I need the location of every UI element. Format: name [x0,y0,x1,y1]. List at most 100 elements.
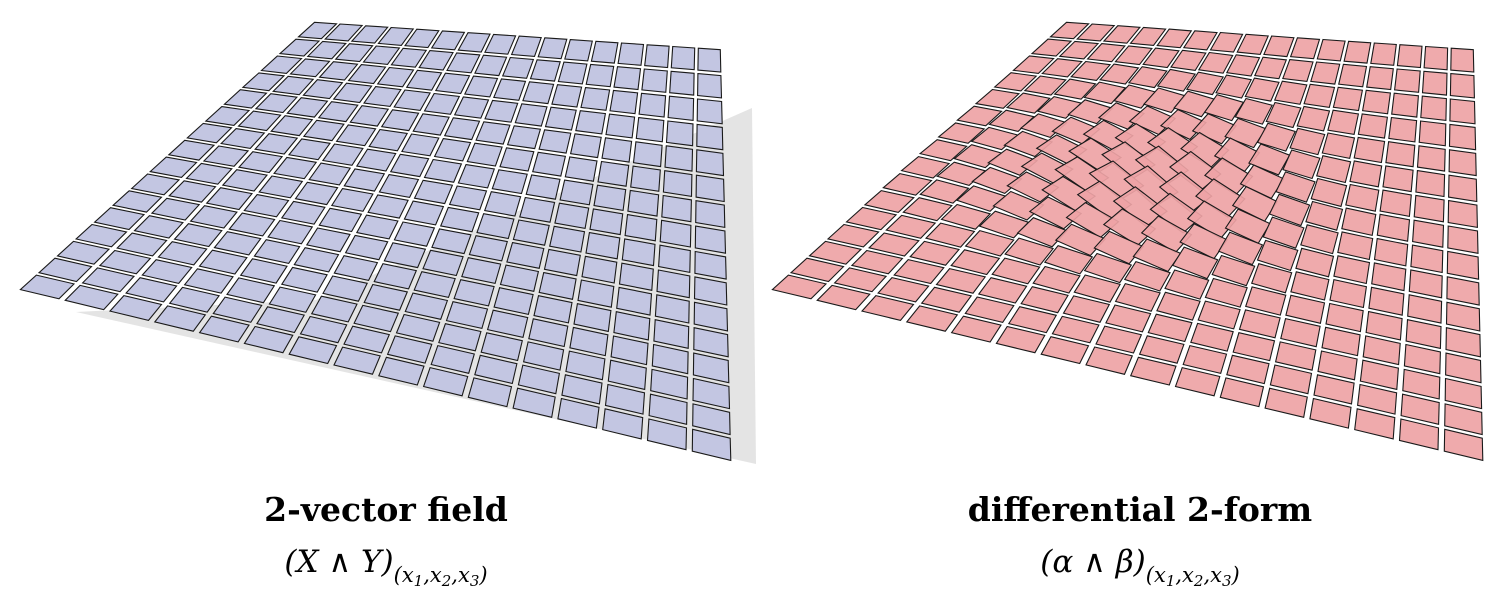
vector-field-tile [506,241,545,269]
differential-form-tile [1197,51,1234,74]
vector-field-tile [650,368,689,400]
vector-field-tile [344,234,389,261]
differential-form-tile [1007,306,1058,334]
differential-form-tile [1053,78,1097,100]
vector-field-tile [198,315,250,343]
differential-form-tile [808,240,863,265]
differential-form-tile [1423,45,1449,71]
differential-form-tile [1412,219,1445,248]
vector-field-tile [438,323,482,352]
vector-field-tile [258,175,304,199]
differential-form-tile [1361,89,1392,115]
differential-form-tile [1443,428,1484,462]
differential-form-tile [1273,80,1308,105]
vector-field-tile [549,225,586,253]
differential-form-tile [1204,277,1248,308]
vector-field-tile [185,162,233,185]
vector-field-tile [544,106,577,131]
vector-field-tile [318,207,363,233]
vector-field-tile [183,268,234,294]
vector-field-tile [466,142,503,167]
differential-form-tile [1164,269,1210,300]
differential-form-tile [1337,231,1374,261]
vector-field-tile [322,275,369,302]
vector-field-tile [468,235,508,262]
vector-field-tile [423,92,461,115]
differential-form-tile [1449,98,1476,125]
differential-form-tile [1182,30,1218,51]
differential-form-tile [1083,81,1127,105]
vector-field-tile [278,38,321,57]
differential-form-tile [1083,252,1133,284]
differential-form-tile [1114,282,1161,312]
vector-field-tile [287,138,331,161]
vector-field-tile [168,180,217,203]
differential-form-tile [964,296,1015,324]
differential-form-tile [1086,43,1126,63]
vector-field-tile [491,169,528,195]
vector-field-tile [538,271,577,300]
vector-field-tile [333,255,379,282]
vector-field-tile [662,170,693,198]
vector-field-tile [644,44,670,69]
differential-form-tile [900,156,951,179]
vector-field-tile [613,66,642,91]
vector-field-tile [646,418,688,451]
vector-field-tile [641,68,668,93]
differential-form-tile [993,72,1038,92]
differential-form-formula: (α ∧ β)(x1,x2,x3) [1040,544,1240,590]
vector-field-tile [378,173,420,199]
differential-form-tile [1156,291,1201,321]
differential-form-tile [1289,127,1326,156]
vector-field-tile [499,264,540,292]
differential-form-tile [924,222,976,248]
vector-field-tile [343,325,391,354]
differential-form-tile [850,249,904,275]
differential-form-tile [1203,94,1245,122]
vector-field-tile [467,377,513,408]
vector-field-tile [602,408,644,440]
vector-field-tile [353,304,400,333]
vector-field-tile [390,47,428,68]
differential-form-tile [992,190,1045,221]
vector-field-tile [605,113,636,139]
vector-field-tile [691,428,732,462]
differential-form-tile [977,277,1028,304]
vector-field-tile [656,269,691,299]
vector-field-tile [93,207,146,231]
differential-form-tile [1371,262,1407,292]
vector-field-tile [297,21,338,40]
vector-field-tile [286,97,329,118]
vector-field-tile [543,248,581,277]
vector-field-tile [413,271,456,299]
vector-field-tile [270,115,314,137]
differential-form-tile [1215,74,1253,99]
vector-field-tile [528,318,569,348]
differential-form-tile [1256,122,1296,152]
vector-field-tile [355,148,397,172]
vector-field-tile [431,228,472,255]
vector-field-tile [694,250,727,280]
differential-form-tile [1005,92,1051,114]
differential-form-tile [978,210,1030,239]
vector-field-tile [289,58,331,78]
vector-field-title: 2-vector field [264,490,508,529]
vector-field-tile [434,72,471,95]
differential-form-tile [1310,177,1348,208]
vector-field-tile [585,63,615,88]
vector-field-tile [486,309,529,339]
vector-field-tile [630,165,661,192]
differential-form-tile [920,286,973,313]
differential-form-tile [1173,90,1216,118]
differential-form-tile [1030,38,1073,57]
differential-form-tile [1289,37,1321,60]
differential-form-tile [1349,160,1383,188]
differential-form-tile [1263,35,1295,58]
vector-field-tile [499,147,535,172]
vector-field-tile [310,295,358,323]
differential-form-tile [1020,286,1069,314]
vector-field-tile [659,219,692,248]
differential-form-tile [1049,21,1090,40]
differential-form-tile [1329,278,1368,309]
differential-form-tile [1310,61,1341,85]
